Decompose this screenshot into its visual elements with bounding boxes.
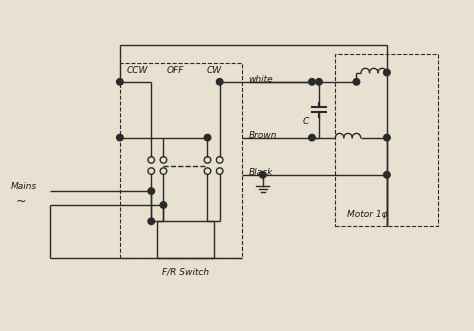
Circle shape <box>148 188 155 194</box>
Text: ~: ~ <box>16 195 27 208</box>
Circle shape <box>148 218 155 224</box>
Text: Black: Black <box>249 168 273 177</box>
Circle shape <box>160 202 167 208</box>
Text: F/R Switch: F/R Switch <box>162 268 209 277</box>
Text: C: C <box>302 117 309 126</box>
Circle shape <box>309 134 315 141</box>
Text: white: white <box>249 75 273 84</box>
Circle shape <box>309 78 315 85</box>
Circle shape <box>383 134 390 141</box>
Circle shape <box>353 78 360 85</box>
Circle shape <box>316 78 322 85</box>
Text: Brown: Brown <box>249 131 277 140</box>
Text: CW: CW <box>207 66 222 75</box>
Circle shape <box>204 134 211 141</box>
Text: OFF: OFF <box>167 66 184 75</box>
Circle shape <box>117 78 123 85</box>
Text: Mains: Mains <box>11 182 37 191</box>
Text: Motor 1φ: Motor 1φ <box>347 210 388 219</box>
Circle shape <box>259 171 266 178</box>
Text: CCW: CCW <box>127 66 148 75</box>
Bar <box>336 54 438 226</box>
Circle shape <box>117 134 123 141</box>
Circle shape <box>383 69 390 76</box>
Bar <box>120 63 242 259</box>
Circle shape <box>217 78 223 85</box>
Circle shape <box>383 171 390 178</box>
